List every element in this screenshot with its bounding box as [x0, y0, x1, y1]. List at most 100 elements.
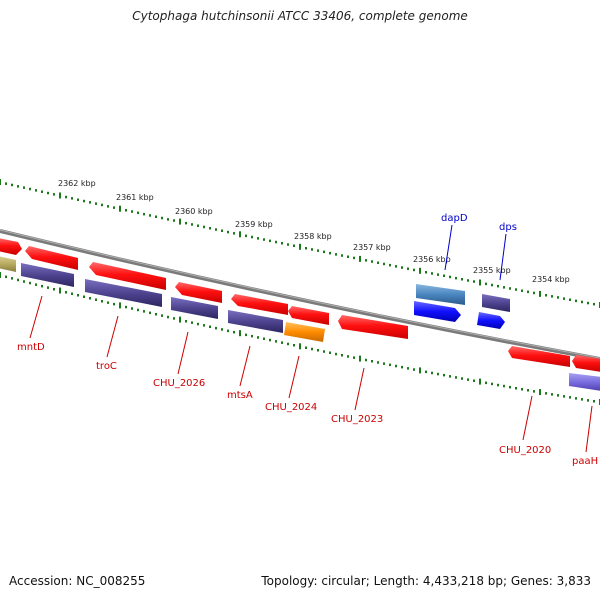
gene-feature[interactable] — [85, 279, 162, 307]
minor-tick — [473, 379, 475, 382]
gene-feature[interactable] — [338, 315, 408, 339]
major-tick — [119, 205, 121, 212]
minor-tick — [185, 320, 187, 323]
minor-tick — [311, 248, 313, 251]
minor-tick — [377, 361, 379, 364]
minor-tick — [107, 301, 109, 304]
minor-tick — [269, 239, 271, 243]
minor-tick — [311, 347, 313, 351]
minor-tick — [125, 209, 127, 212]
minor-tick — [527, 389, 529, 392]
minor-tick — [509, 287, 511, 290]
minor-tick — [569, 396, 571, 399]
scale-ticks-upper — [0, 179, 600, 308]
minor-tick — [95, 202, 97, 205]
gene-feature[interactable] — [508, 346, 570, 367]
gene-feature[interactable] — [89, 262, 166, 290]
minor-tick — [401, 266, 403, 269]
major-tick — [239, 231, 241, 238]
major-tick — [539, 290, 541, 297]
minor-tick — [455, 376, 457, 379]
minor-tick — [497, 383, 499, 387]
minor-tick — [437, 273, 439, 276]
minor-tick — [389, 363, 391, 367]
minor-tick — [461, 377, 463, 380]
minor-tick — [281, 341, 283, 344]
minor-tick — [545, 294, 547, 297]
minor-tick — [167, 315, 169, 319]
gene-feature[interactable] — [25, 246, 78, 270]
minor-tick — [521, 388, 523, 391]
major-tick — [479, 378, 481, 385]
major-tick — [119, 302, 121, 309]
minor-tick — [557, 394, 559, 397]
minor-tick — [293, 244, 295, 247]
minor-tick — [377, 261, 379, 264]
gene-feature[interactable] — [0, 256, 16, 272]
gene-feature[interactable] — [414, 301, 461, 322]
scale-label: 2354 kbp — [532, 275, 570, 284]
gene-feature[interactable] — [477, 312, 505, 329]
gene-labels: mntD troC CHU_2026 mtsA CHU_2024 CHU_202… — [17, 213, 598, 467]
minor-tick — [593, 400, 595, 403]
genome-backbone — [0, 229, 600, 361]
minor-tick — [215, 228, 217, 231]
major-tick — [0, 179, 1, 185]
minor-tick — [275, 340, 277, 343]
gene-label-CHU_2024: CHU_2024 — [265, 402, 317, 413]
gene-feature[interactable] — [21, 263, 74, 287]
minor-tick — [167, 218, 169, 221]
gene-label-dps: dps — [499, 222, 517, 233]
minor-tick — [131, 210, 133, 213]
minor-tick — [251, 334, 253, 338]
gene-feature[interactable] — [175, 282, 222, 303]
minor-tick — [437, 372, 439, 376]
gene-feature[interactable] — [572, 355, 600, 372]
minor-tick — [341, 254, 343, 257]
minor-tick — [365, 259, 367, 262]
minor-tick — [113, 302, 115, 306]
gene-label-troC: troC — [96, 361, 117, 372]
minor-tick — [113, 206, 115, 209]
minor-tick — [47, 286, 49, 289]
minor-tick — [35, 189, 37, 192]
minor-tick — [365, 358, 367, 362]
major-tick — [359, 255, 361, 262]
minor-tick — [383, 362, 385, 365]
minor-tick — [449, 275, 451, 279]
minor-tick — [101, 300, 103, 303]
gene-feature[interactable] — [569, 373, 600, 391]
minor-tick — [515, 288, 517, 291]
minor-tick — [347, 255, 349, 258]
minor-tick — [485, 282, 487, 286]
minor-tick — [431, 272, 433, 275]
gene-feature[interactable] — [231, 294, 288, 315]
minor-tick — [515, 387, 517, 390]
minor-tick — [17, 185, 19, 188]
minor-tick — [143, 310, 145, 313]
minor-tick — [503, 286, 505, 289]
gene-feature[interactable] — [171, 297, 218, 319]
gene-feature-dapD[interactable] — [416, 284, 465, 305]
gene-feature[interactable] — [0, 238, 22, 255]
minor-tick — [185, 221, 187, 225]
gene-feature[interactable] — [288, 306, 329, 325]
minor-tick — [569, 298, 571, 301]
gene-feature-dps[interactable] — [482, 294, 510, 312]
minor-tick — [53, 193, 55, 196]
minor-tick — [353, 256, 355, 260]
minor-tick — [233, 232, 235, 235]
minor-tick — [245, 333, 247, 337]
minor-tick — [473, 280, 475, 283]
minor-tick — [209, 227, 211, 230]
minor-tick — [425, 370, 427, 374]
minor-tick — [329, 351, 331, 354]
minor-tick — [509, 385, 511, 389]
minor-tick — [95, 298, 97, 301]
major-tick — [539, 389, 541, 396]
gene-feature[interactable] — [284, 322, 325, 342]
gene-feature[interactable] — [228, 310, 283, 333]
minor-tick — [449, 375, 451, 378]
major-tick — [179, 218, 181, 225]
